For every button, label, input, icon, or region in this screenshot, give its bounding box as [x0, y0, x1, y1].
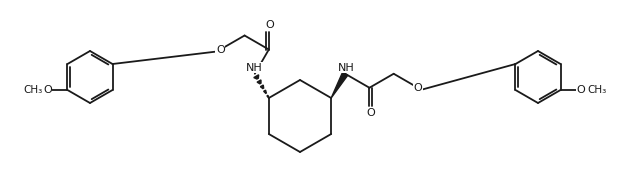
Polygon shape — [254, 75, 259, 79]
Polygon shape — [267, 95, 269, 98]
Text: O: O — [576, 85, 585, 95]
Text: O: O — [413, 83, 422, 93]
Text: O: O — [216, 45, 225, 55]
Text: NH: NH — [338, 63, 355, 73]
Polygon shape — [331, 72, 348, 98]
Polygon shape — [257, 80, 261, 84]
Text: O: O — [366, 108, 375, 118]
Text: O: O — [265, 20, 274, 30]
Text: CH₃: CH₃ — [24, 85, 43, 95]
Text: CH₃: CH₃ — [587, 85, 606, 95]
Polygon shape — [260, 85, 264, 89]
Text: NH: NH — [246, 63, 262, 73]
Polygon shape — [263, 90, 266, 93]
Text: O: O — [43, 85, 52, 95]
